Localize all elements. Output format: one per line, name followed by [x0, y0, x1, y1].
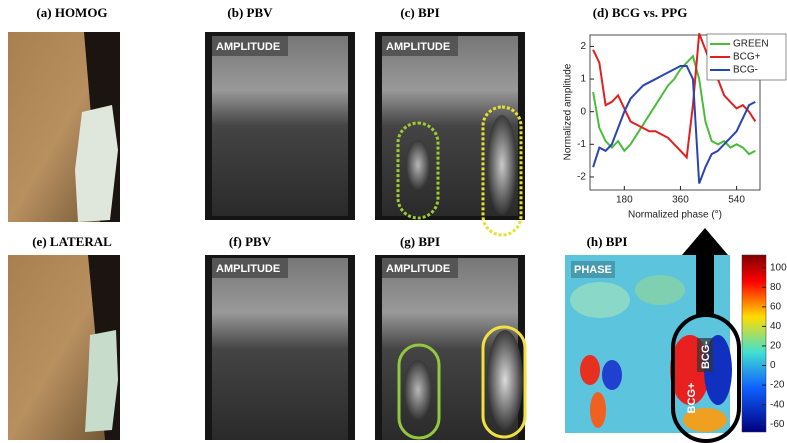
photo: [8, 255, 120, 440]
overlay-label: PHASE: [574, 264, 612, 276]
photo: [8, 32, 120, 222]
colorbar-tick-label: 40: [770, 321, 782, 332]
panel-title: (d) BCG vs. PPG: [593, 5, 688, 20]
y-tick-label: 0: [580, 106, 586, 117]
colorbar-tick-label: 80: [770, 282, 782, 293]
panel-title: (a) HOMOG: [36, 5, 107, 20]
amplitude-image: AMPLITUDE: [205, 255, 355, 440]
x-axis-label: Normalized phase (°): [628, 210, 722, 221]
panel-title: (b) PBV: [227, 5, 273, 20]
panel-title: (f) PBV: [229, 234, 272, 249]
amplitude-image: AMPLITUDE: [375, 32, 525, 235]
legend-label: BCG-: [733, 65, 758, 76]
y-tick-label: -1: [577, 139, 586, 150]
panel-title: (h) BPI: [587, 234, 628, 249]
legend-label: GREEN: [733, 39, 769, 50]
overlay-label: AMPLITUDE: [216, 41, 280, 53]
x-tick-label: 360: [672, 195, 689, 206]
colorbar-tick-label: -60: [770, 419, 785, 430]
x-tick-label: 180: [616, 195, 633, 206]
y-tick-label: -2: [577, 172, 586, 183]
x-tick-label: 540: [728, 195, 745, 206]
legend-label: BCG+: [733, 52, 761, 63]
colorbar-tick-label: 100: [770, 262, 787, 273]
colorbar-tick-label: 0: [770, 360, 776, 371]
panel-title: (c) BPI: [400, 5, 439, 20]
y-tick-label: 2: [580, 41, 586, 52]
colorbar: [742, 255, 766, 432]
y-tick-label: 1: [580, 74, 586, 85]
phase-mark-label: BCG+: [686, 383, 698, 414]
overlay-label: AMPLITUDE: [386, 263, 450, 275]
amplitude-image: AMPLITUDE: [205, 32, 355, 220]
phase-image: PHASE BCG+ BCG-: [565, 228, 739, 441]
colorbar-tick-label: 20: [770, 341, 782, 352]
y-axis-label: Normalized amplitude: [563, 63, 574, 160]
colorbar-tick-label: -20: [770, 380, 785, 391]
overlay-label: AMPLITUDE: [386, 41, 450, 53]
phase-mark-label: BCG-: [700, 341, 712, 369]
series-line: [593, 66, 755, 183]
figure: (a) HOMOG (b) PBV (c) BPI (d) BCG vs. PP…: [0, 0, 787, 443]
panel-title: (e) LATERAL: [32, 234, 112, 249]
amplitude-image: AMPLITUDE: [375, 255, 525, 440]
panel-title: (g) BPI: [400, 234, 440, 249]
colorbar-tick-label: 60: [770, 301, 782, 312]
colorbar-tick-label: -40: [770, 399, 785, 410]
overlay-label: AMPLITUDE: [216, 263, 280, 275]
